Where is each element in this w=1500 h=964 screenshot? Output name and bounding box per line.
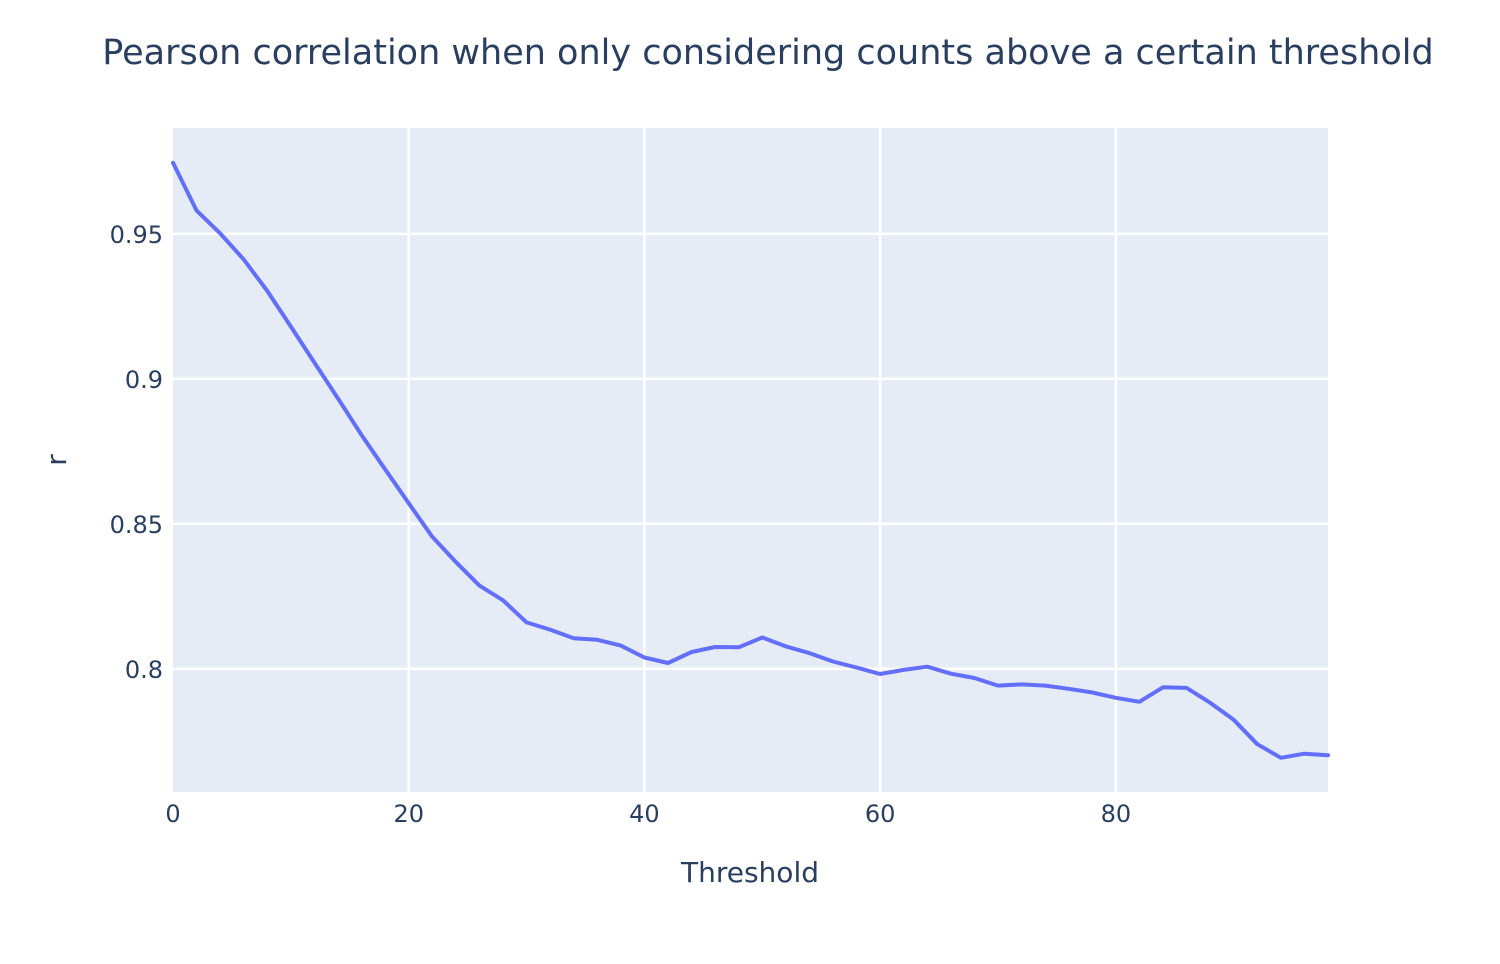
x-tick-label: 20: [393, 800, 424, 828]
chart-title: Pearson correlation when only considerin…: [102, 33, 1433, 73]
y-tick-label: 0.9: [125, 366, 163, 394]
x-tick-labels: 0 20 40 60 80: [165, 800, 1131, 828]
x-axis-title: Threshold: [680, 856, 819, 889]
x-tick-label: 0: [165, 800, 180, 828]
series-layer: [171, 160, 1330, 760]
y-tick-label: 0.8: [125, 656, 163, 684]
x-gridlines: [407, 128, 1118, 792]
plot-area: [173, 128, 1328, 792]
series-line: [171, 160, 1330, 760]
x-tick-label: 80: [1101, 800, 1132, 828]
y-tick-label: 0.85: [110, 511, 163, 539]
y-gridlines: [173, 232, 1328, 671]
x-tick-label: 60: [865, 800, 896, 828]
x-tick-label: 40: [629, 800, 660, 828]
y-tick-label: 0.95: [110, 221, 163, 249]
y-axis-title: r: [40, 454, 73, 466]
y-tick-labels: 0.8 0.85 0.9 0.95: [110, 221, 163, 684]
